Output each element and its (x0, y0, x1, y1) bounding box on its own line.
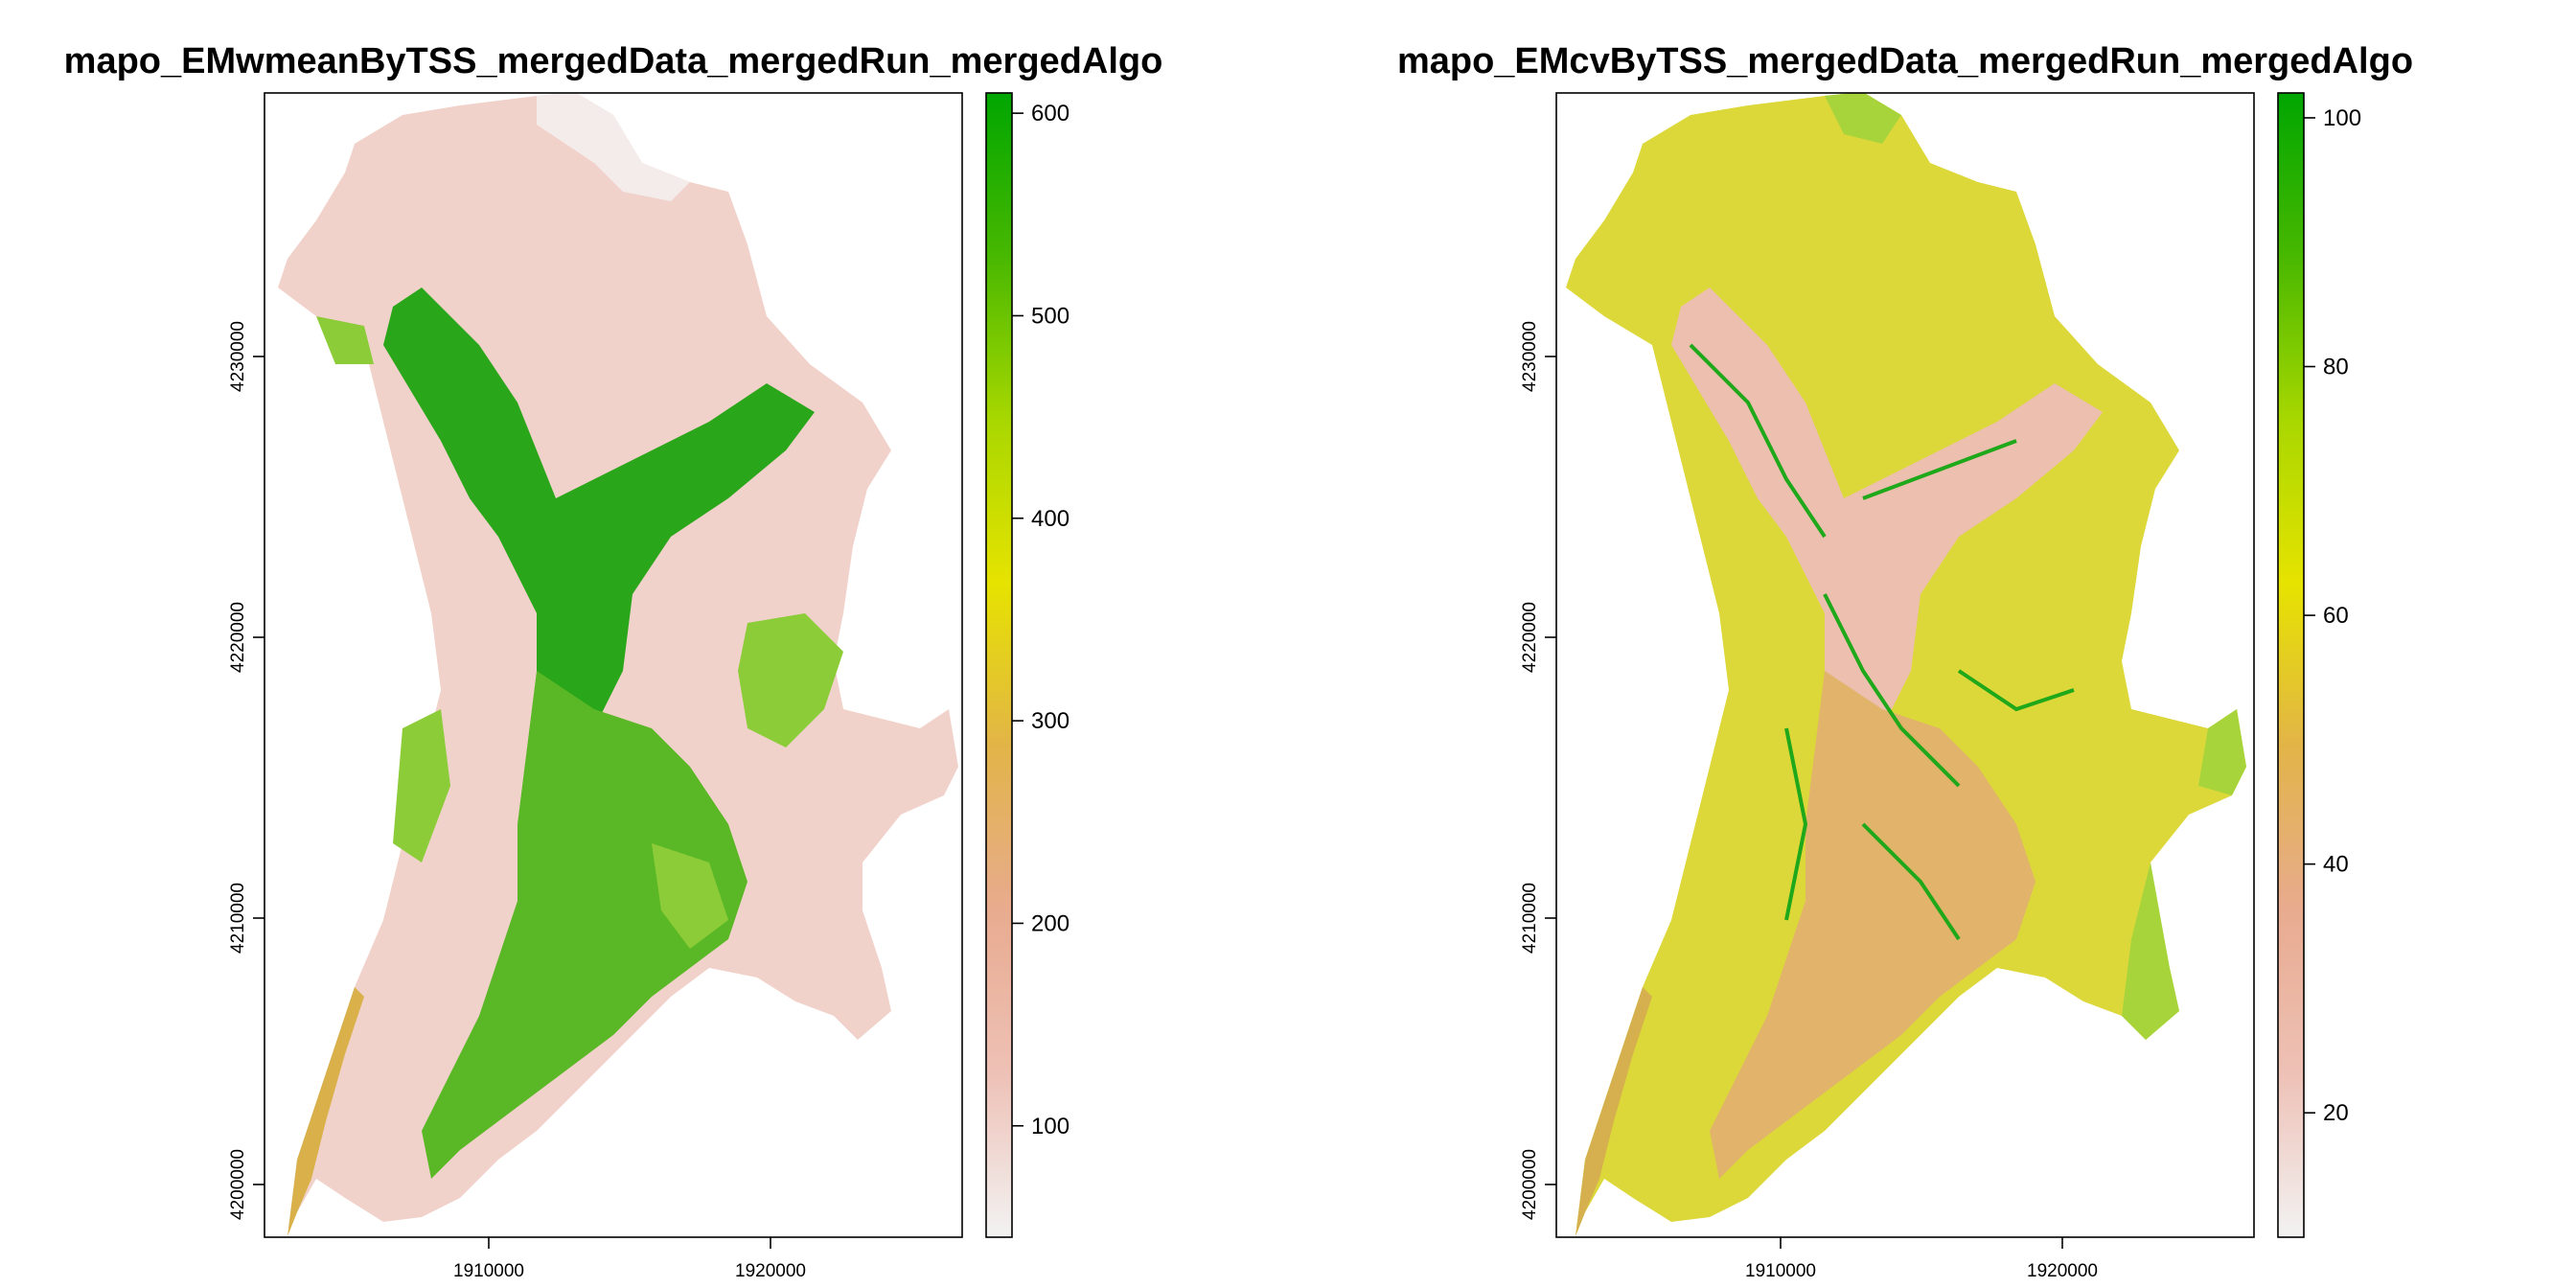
legend-tick-label: 80 (2323, 355, 2349, 380)
region-pale-zone (537, 93, 690, 201)
map-panel-wmean: mapo_EMwmeanByTSS_mergedData_mergedRun_m… (64, 41, 1163, 1281)
legend-frame (985, 92, 1013, 1238)
x-tick-label: 1910000 (453, 1261, 524, 1281)
legend-tick-label: 300 (1031, 708, 1070, 734)
legend-tick-label: 400 (1031, 506, 1070, 532)
legend-tick-label: 200 (1031, 910, 1070, 936)
map-figure-cv: mapo_EMcvByTSS_mergedData_mergedRun_merg… (1397, 41, 2413, 1281)
green-core (383, 288, 815, 728)
legend-bar (986, 93, 1012, 1237)
y-tick-label: 4210000 (228, 883, 248, 954)
y-tick-label: 4230000 (228, 321, 248, 392)
color-legend: 20 40 60 80 100 (2277, 92, 2361, 1238)
legend-ticks: 100 200 300 400 500 600 (1012, 101, 1070, 1139)
y-tick-label: 4210000 (1520, 883, 1540, 954)
map-title: mapo_EMwmeanByTSS_mergedData_mergedRun_m… (64, 41, 1163, 81)
map-figure-wmean: mapo_EMwmeanByTSS_mergedData_mergedRun_m… (64, 41, 1163, 1281)
map-title: mapo_EMcvByTSS_mergedData_mergedRun_merg… (1397, 41, 2413, 81)
y-tick-label: 4220000 (228, 602, 248, 673)
y-tick-label: 4220000 (1520, 602, 1540, 673)
map-surface (1566, 93, 2246, 1236)
legend-tick-label: 60 (2323, 603, 2349, 629)
map-surface (278, 93, 958, 1236)
map-panel-cv: mapo_EMcvByTSS_mergedData_mergedRun_merg… (1288, 0, 2576, 1288)
y-tick-label: 4200000 (1520, 1149, 1540, 1220)
edge-band (1576, 987, 1652, 1236)
legend-tick-label: 600 (1031, 101, 1070, 126)
x-tick-label: 1920000 (2027, 1261, 2098, 1281)
plot-frame (1555, 92, 2255, 1238)
legend-tick-label: 100 (1031, 1114, 1070, 1139)
pink-core (1671, 288, 2103, 728)
x-tick-label: 1910000 (1745, 1261, 1816, 1281)
legend-tick-label: 100 (2323, 105, 2361, 131)
color-legend: 100 200 300 400 500 600 (985, 92, 1070, 1238)
legend-tick-label: 500 (1031, 303, 1070, 329)
legend-frame (2277, 92, 2305, 1238)
legend-ticks: 20 40 60 80 100 (2304, 105, 2361, 1126)
legend-tick-label: 40 (2323, 852, 2349, 878)
edge-band (288, 987, 364, 1236)
green-south (422, 671, 748, 1179)
green-patches (316, 316, 843, 949)
y-tick-label: 4230000 (1520, 321, 1540, 392)
x-tick-label: 1920000 (735, 1261, 806, 1281)
green-veins (1689, 343, 2075, 941)
plot-frame (264, 92, 963, 1238)
legend-tick-label: 20 (2323, 1100, 2349, 1126)
y-tick-label: 4200000 (228, 1149, 248, 1220)
orange-south (1710, 671, 2036, 1179)
legend-bar (2278, 93, 2304, 1237)
